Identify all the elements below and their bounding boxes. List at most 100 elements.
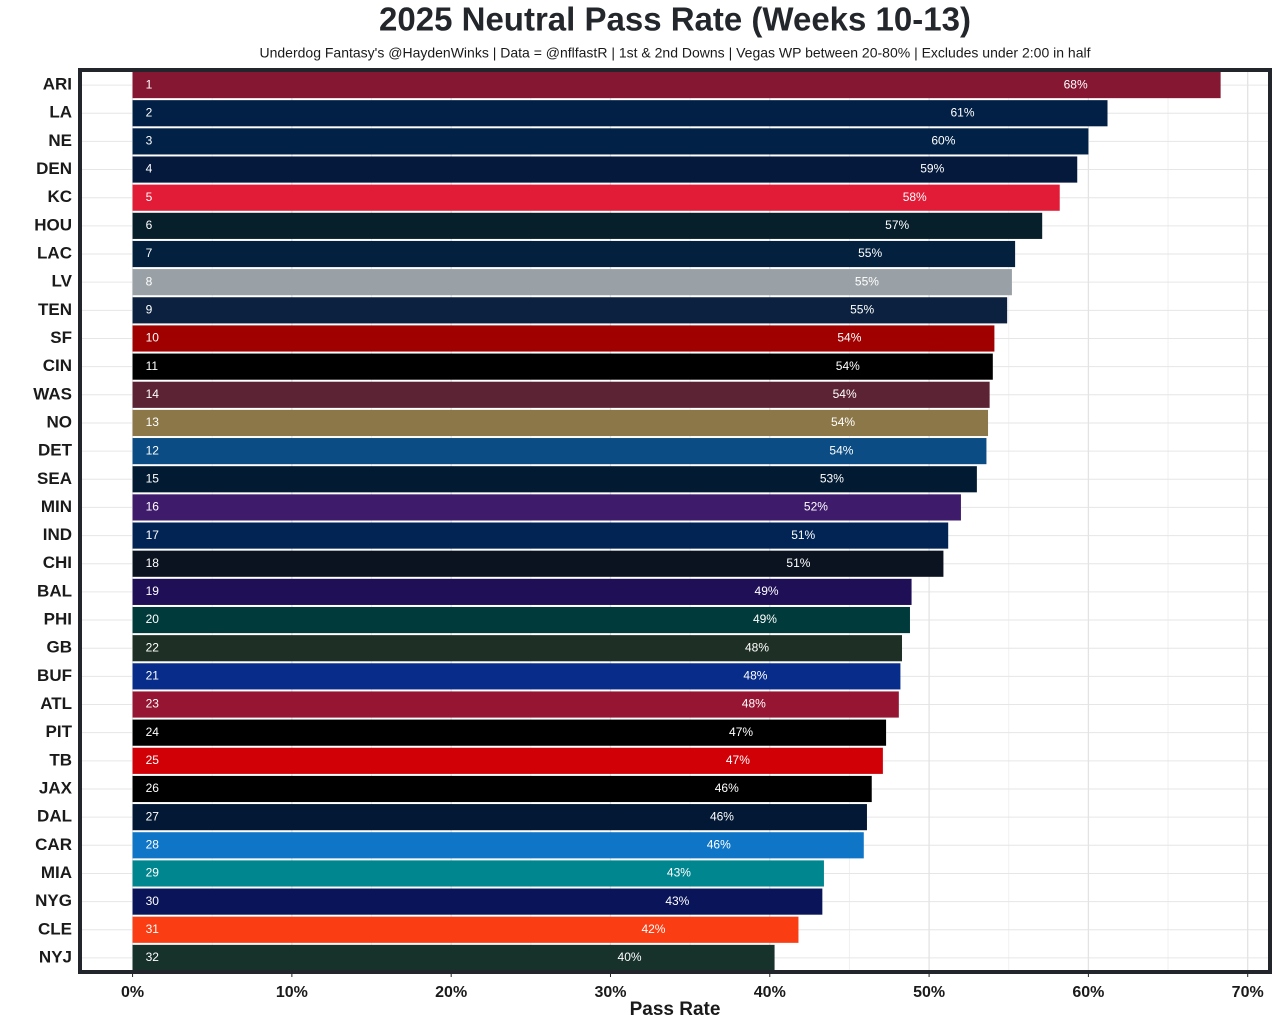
value-label: 43%: [667, 866, 691, 880]
x-tick-label: 50%: [913, 984, 945, 1001]
category-label: NO: [47, 412, 73, 431]
bar: [132, 184, 1060, 211]
bar: [132, 212, 1043, 239]
bar: [132, 100, 1108, 127]
category-label: IND: [43, 525, 72, 544]
rank-label: 23: [146, 697, 160, 711]
value-label: 42%: [641, 922, 665, 936]
category-label: CHI: [43, 553, 72, 572]
x-tick-label: 10%: [276, 984, 308, 1001]
bar: [132, 944, 775, 971]
rank-label: 7: [146, 246, 153, 260]
category-label: BUF: [37, 666, 72, 685]
bar: [132, 381, 990, 408]
bar: [132, 269, 1012, 296]
x-tick-label: 60%: [1072, 984, 1104, 1001]
bar: [132, 832, 864, 859]
category-label: LA: [49, 103, 72, 122]
bar: [132, 747, 883, 774]
value-label: 51%: [791, 528, 815, 542]
bar: [132, 353, 993, 380]
rank-label: 3: [146, 134, 153, 148]
x-tick-label: 20%: [435, 984, 467, 1001]
category-label: GB: [47, 638, 73, 657]
rank-label: 5: [146, 190, 153, 204]
rank-label: 24: [146, 725, 160, 739]
value-label: 54%: [831, 415, 855, 429]
value-label: 54%: [833, 387, 857, 401]
category-label: ARI: [43, 75, 72, 94]
category-label: TEN: [38, 300, 72, 319]
category-label: DAL: [37, 807, 72, 826]
value-label: 54%: [837, 331, 861, 345]
plot-border: [78, 68, 1272, 974]
category-label: BAL: [37, 581, 72, 600]
bar: [132, 888, 823, 915]
value-label: 47%: [729, 725, 753, 739]
value-label: 48%: [742, 697, 766, 711]
bar: [132, 156, 1078, 183]
category-label: NYG: [35, 891, 72, 910]
rank-label: 4: [146, 162, 153, 176]
x-tick-label: 40%: [754, 984, 786, 1001]
value-label: 55%: [855, 274, 879, 288]
rank-label: 32: [146, 950, 160, 964]
rank-label: 2: [146, 105, 153, 119]
rank-label: 26: [146, 781, 160, 795]
rank-label: 8: [146, 274, 153, 288]
rank-label: 14: [146, 387, 160, 401]
category-label: DEN: [36, 159, 72, 178]
bar: [132, 466, 977, 493]
value-label: 60%: [931, 134, 955, 148]
value-label: 51%: [786, 556, 810, 570]
value-label: 46%: [715, 781, 739, 795]
value-label: 54%: [836, 359, 860, 373]
bar: [132, 860, 824, 887]
rank-label: 1: [146, 77, 153, 91]
value-label: 55%: [858, 246, 882, 260]
rank-label: 27: [146, 809, 160, 823]
category-label: SEA: [37, 469, 72, 488]
bar: [132, 72, 1221, 99]
x-axis-label: Pass Rate: [630, 999, 721, 1020]
rank-label: 10: [146, 331, 160, 345]
bar: [132, 494, 961, 521]
category-label: MIA: [41, 863, 72, 882]
bar: [132, 128, 1089, 155]
category-label: LAC: [37, 244, 72, 263]
value-label: 58%: [903, 190, 927, 204]
rank-label: 29: [146, 866, 160, 880]
category-label: NYJ: [39, 947, 72, 966]
x-tick-label: 30%: [594, 984, 626, 1001]
rank-label: 31: [146, 922, 160, 936]
category-label: ATL: [40, 694, 72, 713]
chart-title: 2025 Neutral Pass Rate (Weeks 10-13): [379, 1, 971, 38]
value-label: 68%: [1064, 77, 1088, 91]
bar: [132, 578, 912, 605]
category-label: TB: [49, 750, 72, 769]
category-label: CLE: [38, 919, 72, 938]
category-label: NE: [48, 131, 72, 150]
bar: [132, 635, 903, 662]
rank-label: 6: [146, 218, 153, 232]
rank-label: 12: [146, 443, 160, 457]
category-label: PIT: [46, 722, 73, 741]
bar: [132, 409, 989, 437]
rank-label: 15: [146, 471, 160, 485]
rank-label: 30: [146, 894, 160, 908]
rank-label: 22: [146, 640, 160, 654]
value-label: 46%: [710, 809, 734, 823]
category-label: PHI: [44, 610, 72, 629]
value-label: 54%: [829, 443, 853, 457]
bar: [132, 438, 987, 465]
value-label: 48%: [745, 640, 769, 654]
bar: [132, 550, 944, 577]
rank-label: 17: [146, 528, 160, 542]
value-label: 46%: [707, 837, 731, 851]
bar: [132, 325, 995, 352]
category-label: CAR: [35, 835, 72, 854]
x-tick-label: 0%: [121, 984, 144, 1001]
value-label: 55%: [850, 303, 874, 317]
value-label: 49%: [755, 584, 779, 598]
value-label: 57%: [885, 218, 909, 232]
